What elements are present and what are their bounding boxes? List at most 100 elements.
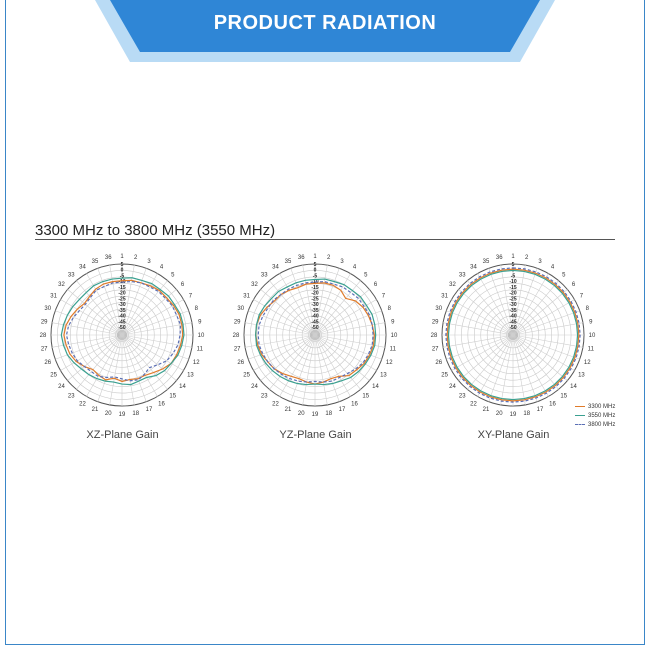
angular-tick-label: 2 [525, 255, 529, 261]
angular-tick-label: 31 [50, 294, 57, 300]
radial-tick-label: -50 [311, 325, 318, 331]
polar-spoke [512, 334, 568, 381]
polar-spoke [512, 334, 538, 402]
angular-tick-label: 35 [285, 259, 292, 265]
polar-spoke [121, 334, 184, 371]
angular-tick-label: 29 [432, 319, 439, 325]
polar-spoke [512, 280, 559, 336]
angular-tick-label: 1 [313, 254, 317, 260]
polar-spoke [67, 289, 123, 336]
angular-tick-label: 10 [198, 333, 205, 339]
angular-tick-label: 21 [92, 407, 99, 413]
angular-tick-label: 12 [584, 360, 591, 366]
radial-tick-label: -20 [311, 291, 318, 297]
angular-tick-label: 24 [449, 384, 456, 390]
polar-spoke [500, 334, 514, 405]
xy-plot: 1 2 3 4 5 6 7 8 9 10 11 12 13 14 15 16 17 18 19 20 21 22 23 24 2… [421, 250, 606, 445]
polar-spoke [76, 334, 123, 390]
polar-spoke [290, 268, 316, 336]
polar-spoke [121, 322, 192, 336]
series-line [447, 269, 579, 401]
angular-tick-label: 6 [181, 282, 185, 288]
xz-plot: 1 2 3 4 5 6 7 8 9 10 11 12 13 14 15 16 17 18 19 20 21 22 23 24 2… [30, 250, 215, 445]
angular-tick-label: 4 [551, 265, 555, 271]
polar-spoke [467, 334, 514, 390]
polar-spoke [512, 334, 580, 360]
radial-tick-label: -30 [118, 302, 125, 308]
polar-spoke [86, 334, 123, 397]
polar-spoke [253, 334, 316, 371]
angular-tick-label: 33 [68, 272, 75, 278]
angular-tick-label: 16 [549, 401, 556, 407]
polar-spoke [97, 334, 123, 402]
angular-tick-label: 31 [243, 294, 250, 300]
angular-tick-label: 3 [147, 259, 151, 265]
angular-tick-label: 27 [432, 347, 439, 353]
polar-spoke [121, 265, 135, 336]
radial-tick-label: -40 [509, 314, 516, 320]
angular-tick-label: 22 [79, 401, 86, 407]
angular-tick-label: 18 [523, 411, 530, 417]
angular-tick-label: 9 [589, 319, 593, 325]
radial-tick-label: -50 [509, 325, 516, 331]
angular-tick-label: 8 [586, 306, 590, 312]
polar-spoke [314, 310, 382, 336]
polar-spoke [121, 334, 177, 381]
heading-rule [35, 239, 615, 240]
polar-spoke [290, 334, 316, 402]
polar-spoke [253, 299, 316, 336]
angular-tick-label: 10 [391, 333, 398, 339]
angular-tick-label: 33 [459, 272, 466, 278]
radial-tick-label: -15 [509, 285, 516, 291]
radial-tick-label: -10 [509, 279, 516, 285]
angular-tick-label: 12 [386, 360, 393, 366]
angular-tick-label: 23 [261, 394, 268, 400]
legend-item: 3300 MHz [575, 402, 615, 411]
angular-tick-label: 10 [589, 333, 596, 339]
radial-tick-label: -30 [311, 302, 318, 308]
angular-tick-label: 6 [572, 282, 576, 288]
legend-item: 3800 MHz [575, 420, 615, 429]
angular-tick-label: 13 [380, 373, 387, 379]
angular-tick-label: 35 [92, 259, 99, 265]
polar-spoke [248, 334, 316, 360]
section-heading: 3300 MHz to 3800 MHz (3550 MHz) [35, 222, 276, 239]
radial-tick-label: -5 [313, 273, 318, 279]
polar-spoke [512, 334, 549, 397]
polar-spoke [512, 289, 568, 336]
radial-tick-label: 5 [314, 262, 317, 268]
angular-tick-label: 16 [158, 401, 165, 407]
polar-spoke [121, 268, 147, 336]
angular-tick-label: 3 [340, 259, 344, 265]
polar-spoke [512, 322, 583, 336]
radial-tick-label: -5 [511, 273, 516, 279]
polar-spoke [314, 322, 385, 336]
angular-tick-label: 27 [234, 347, 241, 353]
angular-tick-label: 33 [261, 272, 268, 278]
angular-tick-label: 1 [511, 254, 515, 260]
polar-spoke [86, 273, 123, 336]
polar-spoke [512, 334, 559, 390]
radial-tick-label: -40 [118, 314, 125, 320]
angular-tick-label: 7 [382, 294, 386, 300]
angular-tick-label: 11 [197, 347, 204, 353]
angular-tick-label: 30 [237, 306, 244, 312]
polar-spoke [121, 289, 177, 336]
yz-caption: YZ-Plane Gain [279, 429, 352, 441]
radial-tick-label: -25 [118, 296, 125, 302]
legend-label: 3300 MHz [588, 403, 616, 410]
polar-spoke [512, 310, 580, 336]
radial-tick-label: 0 [121, 268, 124, 274]
polar-spoke [121, 334, 168, 390]
angular-tick-label: 25 [243, 373, 250, 379]
angular-tick-label: 14 [570, 384, 577, 390]
polar-spoke [121, 334, 147, 402]
angular-tick-label: 36 [105, 255, 112, 261]
polar-spoke [458, 334, 514, 381]
legend-swatch [575, 406, 585, 407]
angular-tick-label: 19 [312, 412, 319, 418]
polar-spoke [121, 334, 135, 405]
angular-tick-label: 3 [538, 259, 542, 265]
polar-spoke [121, 310, 189, 336]
polar-spoke [446, 334, 514, 360]
